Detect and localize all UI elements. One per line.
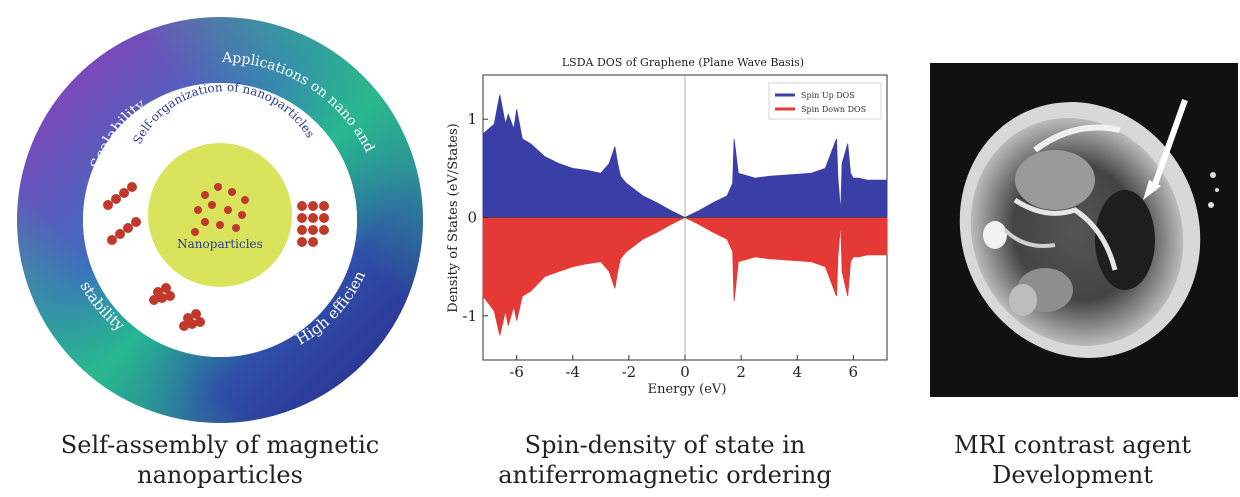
caption-spin-density-line1: Spin-density of state in	[524, 431, 806, 459]
caption-mri-line1: MRI contrast agent	[953, 431, 1192, 459]
particle-chains-left	[103, 182, 141, 245]
x-tick-label: -2	[622, 363, 637, 381]
mri-scan-slice	[959, 102, 1219, 358]
legend-entry: Spin Down DOS	[801, 105, 866, 114]
caption-self-assembly-line2: nanoparticles	[137, 461, 303, 489]
dos-chart-panel: LSDA DOS of Graphene (Plane Wave Basis) …	[425, 0, 905, 497]
x-tick-label: 4	[792, 363, 802, 381]
legend-box	[768, 82, 882, 120]
y-tick-label: 0	[467, 209, 477, 227]
mri-arrow	[1143, 98, 1188, 200]
caption-mri-line2: Development	[992, 461, 1153, 489]
chart-xlabel: Energy (eV)	[648, 382, 727, 397]
particle-lattice-right	[297, 201, 329, 247]
series-area-spin-down	[482, 217, 888, 336]
ring-diagram: Scalability Applications on nano and mic…	[0, 0, 423, 423]
particle-cluster-center	[191, 183, 249, 236]
caption-mri: MRI contrast agent Development	[905, 430, 1240, 490]
caption-spin-density: Spin-density of state in antiferromagnet…	[425, 430, 905, 490]
chart-ylabel: Density of States (eV/States)	[446, 123, 461, 312]
legend-entry: Spin Up DOS	[801, 91, 855, 100]
mri-image	[930, 63, 1238, 397]
x-tick-label: 2	[736, 363, 746, 381]
x-tick-label: -4	[565, 363, 580, 381]
self-assembly-panel: Scalability Applications on nano and mic…	[0, 0, 430, 497]
center-label: Nanoparticles	[177, 237, 263, 251]
y-tick-label: 1	[467, 110, 477, 128]
dos-chart: LSDA DOS of Graphene (Plane Wave Basis) …	[446, 56, 888, 397]
x-tick-label: -6	[509, 363, 524, 381]
caption-spin-density-line2: antiferromagnetic ordering	[498, 461, 832, 489]
y-tick-label: -1	[462, 307, 477, 325]
mri-panel: MRI contrast agent Development	[905, 0, 1240, 497]
caption-self-assembly: Self-assembly of magnetic nanoparticles	[20, 430, 420, 490]
chart-title: LSDA DOS of Graphene (Plane Wave Basis)	[562, 56, 804, 69]
x-tick-label: 6	[849, 363, 859, 381]
nanoparticles-center	[148, 143, 292, 287]
particle-clusters-bottom	[149, 283, 205, 331]
series-area-spin-up	[482, 94, 888, 218]
x-tick-label: 0	[680, 363, 690, 381]
caption-self-assembly-line1: Self-assembly of magnetic	[60, 431, 380, 459]
